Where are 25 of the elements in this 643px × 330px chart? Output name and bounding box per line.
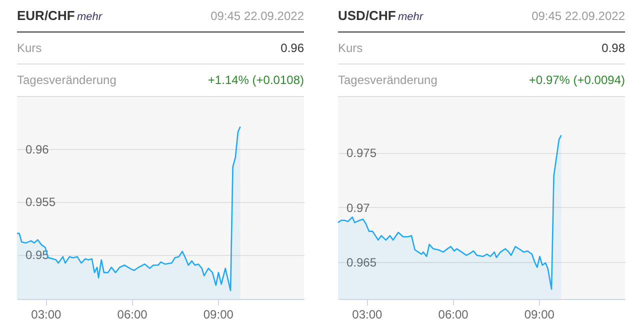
y-tick-label: 0.965 bbox=[346, 255, 377, 270]
text: 0.96 bbox=[280, 41, 304, 55]
text: Tagesveränderung bbox=[17, 73, 116, 87]
text: 0.98 bbox=[602, 41, 626, 55]
y-tick-label: 0.955 bbox=[26, 195, 56, 210]
text: Kurs bbox=[17, 41, 42, 55]
text: Tagesveränderung bbox=[338, 73, 438, 87]
y-tick-label: 0.97 bbox=[346, 200, 370, 215]
x-tick-label: 03:00 bbox=[31, 308, 62, 322]
y-tick-label: 0.975 bbox=[346, 146, 377, 160]
text: 09:45 22.09.2022 bbox=[532, 9, 626, 23]
x-tick-label: 06:00 bbox=[117, 308, 148, 322]
text: mehr bbox=[398, 11, 424, 23]
y-tick-label: 0.96 bbox=[26, 142, 50, 156]
chart-title: EUR/CHF bbox=[17, 8, 75, 23]
text: +0.97% (+0.0094) bbox=[528, 73, 625, 87]
x-tick-label: 09:00 bbox=[203, 308, 234, 322]
text: mehr bbox=[77, 11, 104, 23]
chart-title: USD/CHF bbox=[338, 8, 396, 23]
text: Kurs bbox=[338, 41, 363, 55]
x-tick-label: 06:00 bbox=[438, 308, 469, 322]
text: +1.14% (+0.0108) bbox=[208, 73, 304, 87]
x-tick-label: 03:00 bbox=[352, 308, 383, 322]
text: 09:45 22.09.2022 bbox=[210, 9, 304, 23]
x-tick-label: 09:00 bbox=[524, 308, 555, 322]
